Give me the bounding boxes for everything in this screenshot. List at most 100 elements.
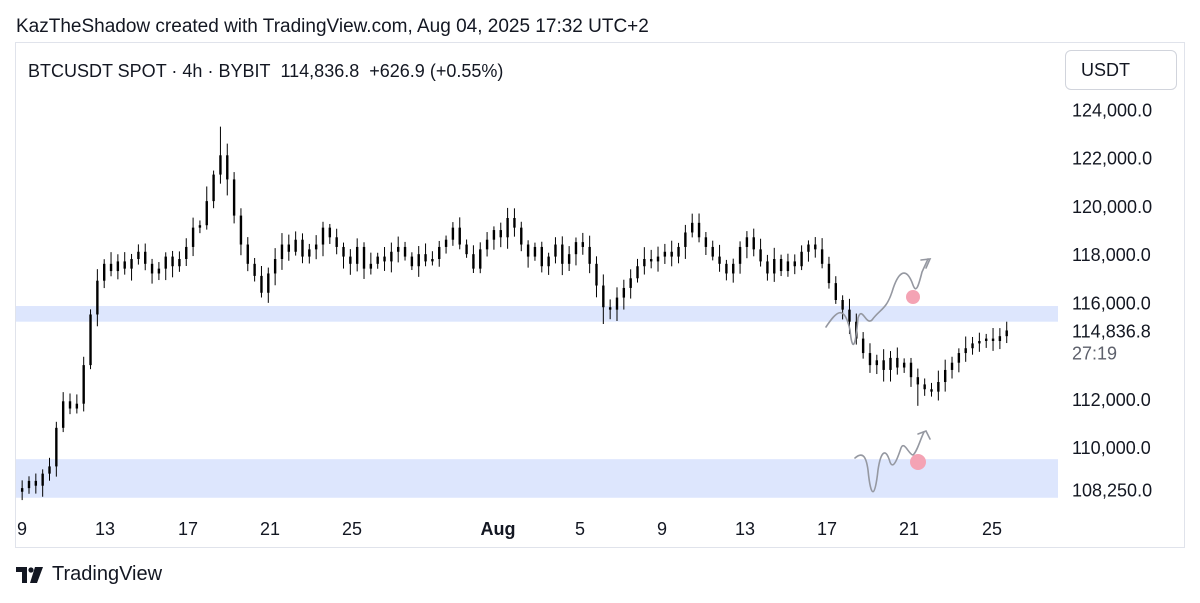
candle — [622, 279, 626, 310]
candle-body — [656, 256, 660, 262]
candle-body — [745, 237, 749, 247]
candle-body — [916, 377, 920, 385]
candle — [397, 236, 400, 263]
currency-button[interactable]: USDT — [1065, 50, 1177, 90]
candle — [137, 244, 140, 265]
candle-body — [451, 227, 455, 240]
candle — [191, 217, 195, 257]
candle — [403, 241, 407, 261]
candle-body — [130, 259, 133, 269]
candle — [588, 235, 591, 274]
candle-body — [246, 244, 249, 264]
y-tick-label: 120,000.0 — [1072, 197, 1152, 217]
candle-body — [232, 179, 236, 216]
candle-body — [800, 251, 803, 267]
candle-body — [779, 259, 783, 272]
candle — [636, 258, 639, 283]
candle-body — [950, 362, 954, 370]
candle-body — [205, 201, 208, 226]
candle — [595, 256, 598, 298]
candle-body — [574, 242, 578, 255]
candle — [314, 235, 318, 260]
separator-2: · — [207, 61, 214, 81]
candle-body — [82, 365, 85, 404]
candle — [267, 267, 270, 303]
candle — [116, 254, 120, 280]
candle-body — [547, 256, 550, 267]
candle — [219, 126, 222, 184]
candle-body — [479, 249, 482, 269]
candle-body — [273, 259, 277, 274]
candle — [458, 217, 461, 250]
x-tick-label: 25 — [342, 519, 362, 539]
x-tick-label: 13 — [95, 519, 115, 539]
candle — [55, 421, 58, 477]
candle-body — [985, 338, 988, 341]
time-axis: 9 13 17 21 25 Aug 5 9 13 17 21 25 — [17, 519, 1002, 539]
last-price: 114,836.8 — [280, 61, 360, 81]
candle-body — [267, 273, 270, 293]
x-tick-label: 5 — [575, 519, 585, 539]
candle-body — [212, 174, 215, 202]
candle — [75, 394, 79, 414]
candle — [492, 226, 496, 250]
candle — [547, 252, 550, 275]
candle-body — [294, 239, 297, 252]
last-price-label: 114,836.8 — [1072, 321, 1151, 341]
candle-body — [697, 222, 701, 238]
candle-body — [882, 360, 885, 370]
candle-body — [588, 246, 591, 264]
candle-body — [109, 263, 113, 272]
candle — [383, 247, 386, 271]
candle — [479, 242, 482, 274]
candle-body — [636, 266, 639, 279]
candle — [971, 336, 974, 355]
y-tick-label: 116,000.0 — [1072, 293, 1151, 313]
candle — [649, 249, 653, 269]
candle-body — [540, 246, 543, 267]
candle — [171, 250, 174, 278]
symbol-name[interactable]: BTCUSDT SPOT — [28, 61, 167, 81]
candle-body — [137, 251, 140, 259]
candle-body — [622, 287, 626, 298]
candle — [567, 246, 571, 271]
candle — [677, 242, 680, 264]
candle — [355, 238, 359, 272]
candle — [841, 295, 844, 320]
candle — [540, 241, 543, 273]
candle — [930, 382, 933, 397]
candle-body — [615, 297, 619, 310]
price-change: +626.9 — [369, 61, 425, 81]
candle-body — [403, 246, 407, 257]
candle — [185, 238, 188, 267]
candle-body — [561, 244, 564, 264]
candle — [513, 208, 516, 237]
candle — [684, 224, 687, 259]
candle — [212, 170, 215, 209]
candle — [608, 299, 612, 320]
candle-body — [253, 263, 256, 276]
candle-body — [834, 283, 837, 300]
candle-body — [991, 338, 995, 341]
sketch-line — [854, 431, 925, 493]
candle — [308, 243, 311, 264]
candle — [287, 234, 291, 261]
candle — [943, 359, 947, 392]
candle — [602, 274, 605, 325]
candle — [957, 348, 961, 373]
candle-body — [369, 263, 373, 269]
candle — [369, 252, 373, 275]
candle-body — [773, 259, 776, 274]
interval-label[interactable]: 4h — [182, 61, 203, 81]
candle — [759, 238, 762, 267]
chart-frame — [15, 42, 1185, 548]
candle — [390, 242, 393, 273]
candle-body — [116, 261, 120, 272]
candle-body — [957, 353, 961, 363]
candle-body — [677, 246, 680, 257]
candle — [827, 256, 831, 289]
candle — [923, 378, 926, 396]
candle-body — [513, 218, 516, 228]
candle-body — [533, 246, 537, 257]
